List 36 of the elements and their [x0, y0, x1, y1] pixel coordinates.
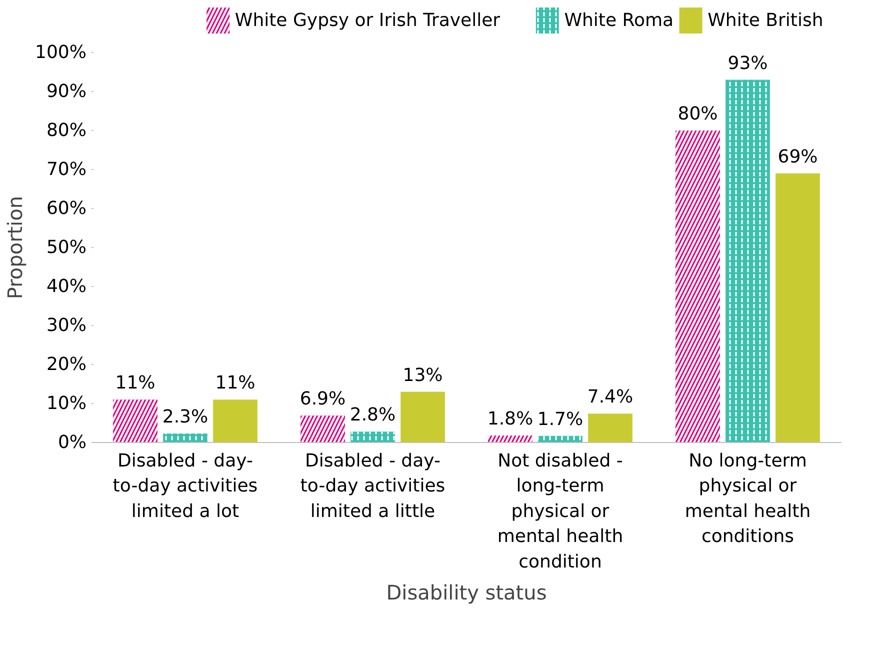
y-tick-label: 30%	[46, 315, 87, 336]
y-tick-label: 50%	[46, 237, 87, 258]
data-label: 1.8%	[487, 408, 534, 430]
y-tick-label: 80%	[46, 120, 87, 141]
data-label: 80%	[678, 104, 718, 124]
bar	[400, 392, 445, 442]
legend-label: White British	[708, 10, 824, 31]
data-label: 1.7%	[537, 408, 584, 430]
data-label: 7.4%	[587, 386, 634, 408]
data-label: 2.8%	[350, 404, 396, 426]
x-tick-label: Disabled - day- to-day activities limited a lot	[112, 450, 258, 522]
x-tick-label: No long-term physical or mental health conditions	[684, 450, 811, 548]
data-label: 93%	[728, 52, 768, 74]
data-label: 13%	[402, 364, 443, 386]
y-tick-label: 100%	[35, 42, 87, 63]
y-tick-label: 70%	[46, 159, 87, 180]
y-tick-label: 60%	[46, 198, 87, 219]
y-tick-label: 20%	[46, 354, 87, 375]
legend-label: White Roma	[564, 10, 674, 31]
data-label: 11%	[115, 372, 156, 394]
y-tick-label: 40%	[46, 276, 87, 297]
data-label: 69%	[778, 146, 818, 168]
y-tick-label: 0%	[58, 432, 87, 453]
data-label: 11%	[215, 372, 256, 394]
bar	[588, 414, 632, 442]
bar	[776, 173, 820, 442]
x-tick-label: Disabled - day- to-day activities limited a little	[300, 450, 446, 522]
y-tick-label: 90%	[46, 81, 87, 102]
data-label: 2.3%	[162, 406, 208, 428]
y-tick-label: 10%	[46, 393, 87, 414]
x-tick-label: Not disabled - long-term physical or mental health condition	[497, 450, 624, 572]
legend-label: White Gypsy or Irish Traveller	[234, 10, 501, 31]
x-axis-title: Disability status	[386, 580, 547, 604]
data-label: 6.9%	[300, 388, 346, 410]
bar	[213, 400, 258, 442]
y-axis-title: Proportion	[3, 196, 28, 300]
